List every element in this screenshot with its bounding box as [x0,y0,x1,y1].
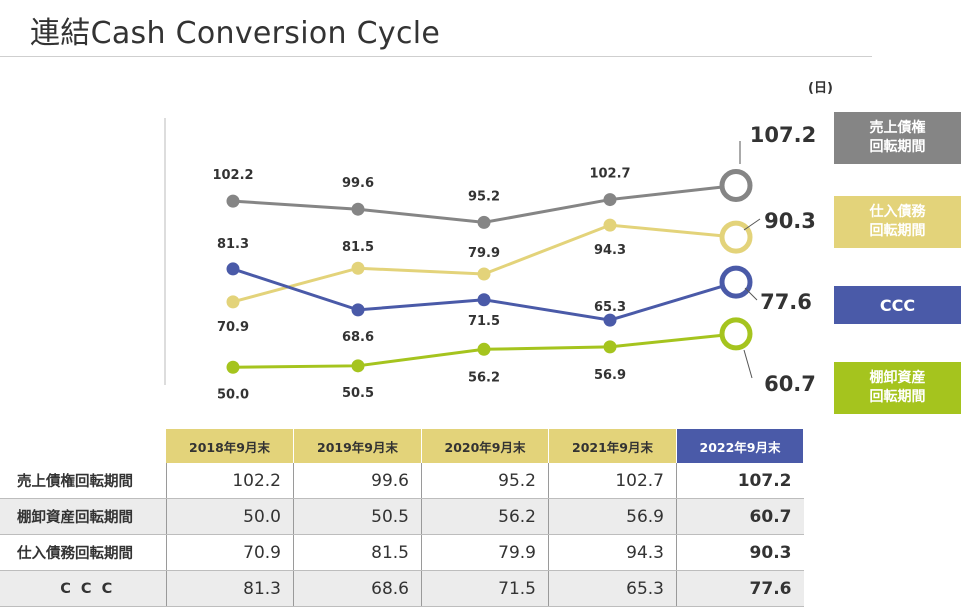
table-cell: 71.5 [421,570,549,607]
data-point-highlight [719,220,753,254]
row-label: CCC [0,570,166,607]
table-cell: 60.7 [676,498,804,535]
table-cell: 50.5 [293,498,422,535]
data-label-latest: 60.7 [764,372,816,396]
legend-ccc: CCC [834,286,961,324]
data-label: 70.9 [217,320,249,335]
legend-inventory: 棚卸資産 回転期間 [834,362,961,414]
leader-line [743,349,753,379]
data-point [226,295,240,309]
data-point [351,359,365,373]
table-cell: 102.2 [165,463,294,499]
row-label: 売上債権回転期間 [0,463,166,499]
data-label: 65.3 [594,300,626,315]
data-label: 81.5 [342,240,374,255]
col-header-2020: 2020年9月末 [421,429,549,463]
data-label: 79.9 [468,246,500,261]
table-cell: 50.0 [165,498,294,535]
table-cell: 81.5 [293,534,422,571]
data-label-latest: 77.6 [760,290,812,314]
data-label: 95.2 [468,189,500,204]
data-label: 94.3 [594,243,626,258]
table-cell: 94.3 [548,534,677,571]
data-label: 50.0 [217,387,249,402]
table-cell: 81.3 [165,570,294,607]
data-point [351,261,365,275]
series-line [232,223,737,304]
table-corner [0,429,166,463]
data-point [477,267,491,281]
title-divider [0,56,872,57]
data-label: 71.5 [468,314,500,329]
data-point [603,218,617,232]
table-cell: 99.6 [293,463,422,499]
table-cell: 65.3 [548,570,677,607]
legend-receivables: 売上債権 回転期間 [834,112,961,164]
data-label-latest: 107.2 [750,123,816,147]
data-point [351,303,365,317]
leader-line [744,287,758,301]
data-label: 102.2 [212,168,253,183]
table-cell: 56.9 [548,498,677,535]
table-cell: 68.6 [293,570,422,607]
unit-label: (日) [808,81,833,96]
data-point [477,293,491,307]
data-point [603,340,617,354]
col-header-2019: 2019年9月末 [293,429,422,463]
table-cell: 107.2 [676,463,804,499]
data-label: 68.6 [342,330,374,345]
table-cell: 77.6 [676,570,804,607]
data-table: 2018年9月末 2019年9月末 2020年9月末 2021年9月末 2022… [0,429,804,607]
row-label: 仕入債務回転期間 [0,534,166,571]
data-point [477,342,491,356]
data-label: 99.6 [342,176,374,191]
col-header-2022: 2022年9月末 [676,429,804,463]
row-label: 棚卸資産回転期間 [0,498,166,535]
table-cell: 79.9 [421,534,549,571]
legend-payables: 仕入債務 回転期間 [834,196,961,248]
line-chart: 102.2 99.6 95.2 102.7 107.2 70.9 81.5 79.9 94.3 9… [164,118,816,402]
data-point-highlight [719,317,753,351]
data-point [603,193,617,207]
col-header-2018: 2018年9月末 [166,429,294,463]
data-point-highlight [719,265,753,299]
leader-line [743,218,761,231]
data-point [603,313,617,327]
data-point [351,202,365,216]
data-point [477,215,491,229]
table-row: 売上債権回転期間 102.2 99.6 95.2 102.7 107.2 [0,463,804,499]
table-row: 仕入債務回転期間 70.9 81.5 79.9 94.3 90.3 [0,534,804,571]
data-label: 56.2 [468,370,500,385]
table-cell: 95.2 [421,463,549,499]
table-cell: 102.7 [548,463,677,499]
table-row: CCC 81.3 68.6 71.5 65.3 77.6 [0,570,804,607]
page-title: 連結Cash Conversion Cycle [30,16,441,51]
col-header-2021: 2021年9月末 [548,429,677,463]
table-header-row: 2018年9月末 2019年9月末 2020年9月末 2021年9月末 2022… [0,429,804,463]
table-row: 棚卸資産回転期間 50.0 50.5 56.2 56.9 60.7 [0,498,804,535]
data-label-latest: 90.3 [764,209,816,233]
data-label: 81.3 [217,237,249,252]
data-point [226,262,240,276]
data-point [226,194,240,208]
table-cell: 56.2 [421,498,549,535]
data-point-highlight [719,169,753,202]
data-label: 102.7 [589,167,630,182]
data-point [226,360,240,374]
table-cell: 90.3 [676,534,804,571]
table-cell: 70.9 [165,534,294,571]
data-label: 56.9 [594,368,626,383]
data-label: 50.5 [342,386,374,401]
